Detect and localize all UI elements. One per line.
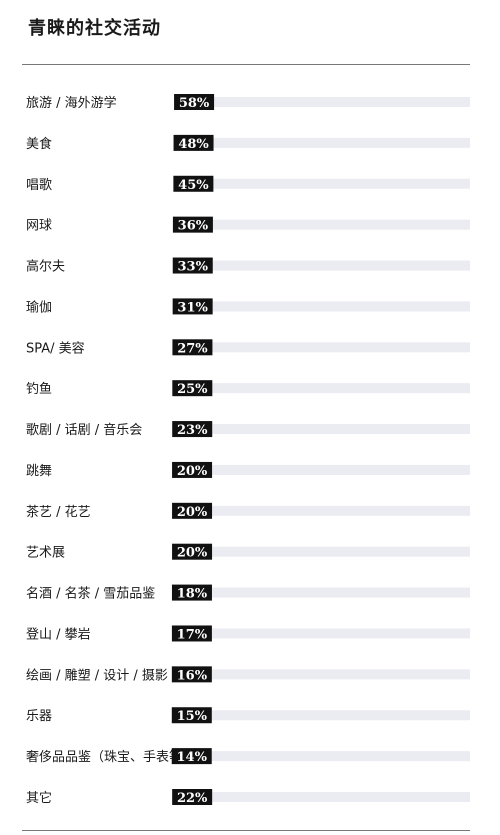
bar-track bbox=[179, 751, 470, 762]
bar-track bbox=[179, 178, 470, 189]
bar-track bbox=[179, 628, 470, 639]
bar-track bbox=[179, 710, 470, 721]
category-label: 奢侈品品鉴（珠宝、手表等） bbox=[26, 749, 195, 765]
value-label: 20% bbox=[177, 546, 208, 561]
value-label: 31% bbox=[177, 300, 208, 315]
chart-title: 青睐的社交活动 bbox=[28, 18, 161, 39]
value-label: 16% bbox=[177, 668, 208, 683]
bar-track bbox=[179, 464, 470, 475]
category-label: 登山 / 攀岩 bbox=[26, 627, 91, 642]
bar-track bbox=[179, 587, 470, 598]
value-label: 20% bbox=[177, 464, 208, 479]
value-label: 58% bbox=[179, 96, 210, 111]
value-label-background bbox=[172, 216, 213, 233]
category-label: 钓鱼 bbox=[26, 381, 52, 397]
category-label: 高尔夫 bbox=[26, 259, 65, 275]
category-label: 跳舞 bbox=[26, 464, 52, 479]
bar-track bbox=[179, 792, 470, 802]
category-label: 乐器 bbox=[26, 709, 52, 724]
top-divider bbox=[22, 64, 470, 65]
category-label: 旅游 / 海外游学 bbox=[26, 95, 117, 111]
value-label: 48% bbox=[178, 137, 209, 152]
category-label: 其它 bbox=[26, 790, 52, 806]
category-label: 唱歌 bbox=[26, 178, 52, 193]
value-label: 33% bbox=[178, 260, 209, 275]
bar-track bbox=[179, 383, 470, 394]
category-label: SPA/ 美容 bbox=[26, 340, 85, 356]
category-label: 瑜伽 bbox=[26, 300, 52, 315]
value-label-background bbox=[172, 298, 213, 315]
category-label: 美食 bbox=[26, 136, 52, 152]
value-label-background bbox=[172, 380, 213, 397]
value-label: 20% bbox=[177, 505, 208, 520]
value-label-background bbox=[172, 461, 213, 478]
bar-track bbox=[179, 505, 470, 516]
value-label-background bbox=[172, 421, 213, 438]
bar-track bbox=[179, 342, 470, 353]
bar-track bbox=[179, 137, 470, 148]
bar-track bbox=[179, 97, 470, 107]
value-label: 17% bbox=[177, 627, 208, 642]
value-label-background bbox=[172, 543, 213, 560]
value-label: 25% bbox=[177, 382, 208, 397]
value-label-background bbox=[171, 625, 212, 642]
value-label-background bbox=[171, 666, 212, 683]
value-label: 23% bbox=[177, 423, 208, 438]
value-label: 27% bbox=[177, 341, 208, 356]
category-label: 茶艺 / 花艺 bbox=[26, 504, 91, 520]
category-label: 名酒 / 名茶 / 雪茄品鉴 bbox=[26, 586, 155, 602]
value-label: 14% bbox=[177, 750, 208, 765]
bar-track bbox=[179, 219, 470, 230]
bar-track bbox=[179, 260, 470, 271]
category-label: 绘画 / 雕塑 / 设计 / 摄影 bbox=[26, 668, 168, 683]
bar-track bbox=[179, 424, 470, 435]
value-label-background bbox=[171, 748, 212, 765]
value-label-background bbox=[174, 94, 215, 110]
category-label: 网球 bbox=[26, 219, 52, 234]
value-label: 18% bbox=[177, 587, 208, 602]
value-label-background bbox=[173, 175, 214, 192]
value-label-background bbox=[171, 584, 212, 601]
category-label: 歌剧 / 话剧 / 音乐会 bbox=[26, 422, 142, 438]
value-label-background bbox=[172, 502, 213, 519]
value-label: 45% bbox=[178, 178, 209, 193]
value-label-background bbox=[172, 257, 213, 274]
value-label: 22% bbox=[177, 791, 208, 806]
bar-track bbox=[179, 669, 470, 680]
bar-track bbox=[179, 546, 470, 557]
bottom-divider bbox=[22, 830, 470, 831]
value-label-background bbox=[172, 789, 213, 805]
value-label-background bbox=[171, 707, 212, 724]
value-label: 15% bbox=[177, 709, 208, 724]
value-label-background bbox=[172, 339, 213, 356]
category-label: 艺术展 bbox=[26, 546, 65, 561]
bar-track bbox=[179, 301, 470, 312]
value-label-background bbox=[173, 134, 214, 151]
value-label: 36% bbox=[178, 219, 209, 234]
